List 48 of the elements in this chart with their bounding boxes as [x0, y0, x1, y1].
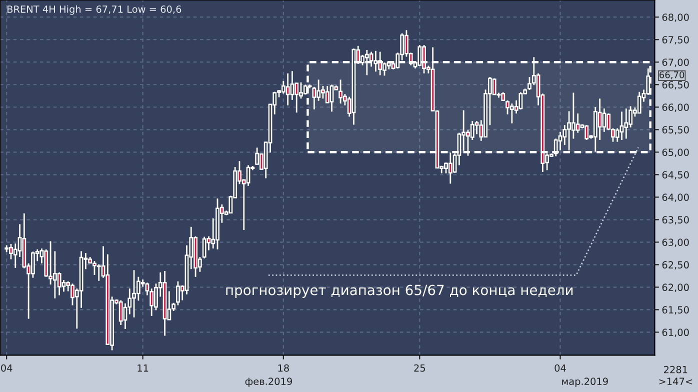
candlestick	[598, 98, 602, 141]
candlestick	[624, 108, 628, 140]
y-tick-label: 66,50	[662, 81, 689, 90]
text: BRENT 4H High = 67,71 Low = 60,6	[8, 5, 182, 15]
candlestick	[202, 236, 206, 260]
candlestick	[518, 92, 523, 110]
candlestick	[96, 264, 101, 282]
y-tick-label: 67,50	[662, 36, 689, 44]
candlestick	[286, 72, 290, 106]
y-tick-label: 67,00	[662, 58, 689, 67]
x-tick-label: 25	[414, 364, 425, 372]
candlestick	[246, 164, 250, 187]
candlestick	[290, 70, 294, 101]
y-tick-label: 61,00	[662, 328, 689, 338]
text: >147<	[659, 378, 692, 385]
candlestick	[57, 272, 62, 296]
text: фев.2019	[245, 378, 292, 387]
y-tick-label: 62,50	[662, 261, 689, 270]
y-tick-label: 64,00	[662, 194, 689, 202]
y-tick-label: 65,00	[662, 148, 689, 157]
candlestick	[492, 78, 496, 96]
candlestick	[602, 108, 606, 133]
y-tick-label: 65,50	[662, 126, 689, 134]
candlestick	[474, 120, 479, 135]
y-tick-label: 64,50	[662, 171, 689, 180]
x-tick-label: 04	[554, 364, 566, 372]
candlestick	[620, 110, 624, 141]
candlestick	[576, 112, 580, 134]
x-tick-label: 11	[138, 364, 148, 372]
y-tick-label: 66,00	[662, 104, 689, 112]
annotation: прогнозирует диапазон 65/67 до конца недели	[226, 284, 573, 298]
y-tick-label: 68,00	[662, 14, 689, 22]
x-tick-label: 18	[278, 364, 289, 372]
y-tick-label: 62,00	[662, 284, 689, 292]
candlestick	[312, 86, 316, 110]
y-tick-label: 61,50	[662, 306, 689, 315]
text: 66,70	[660, 71, 684, 80]
candlestick	[118, 300, 123, 326]
text: мар.2019	[562, 378, 608, 387]
x-tick-label: 04	[1, 364, 12, 372]
y-tick-label: 63,00	[662, 238, 689, 247]
candlestick	[470, 120, 474, 141]
candlestick	[637, 91, 642, 114]
candlestick	[558, 131, 562, 152]
y-tick-label: 63,50	[662, 216, 689, 224]
candlestick	[584, 124, 589, 141]
text: 2281	[664, 366, 688, 374]
candlestick	[330, 84, 334, 112]
